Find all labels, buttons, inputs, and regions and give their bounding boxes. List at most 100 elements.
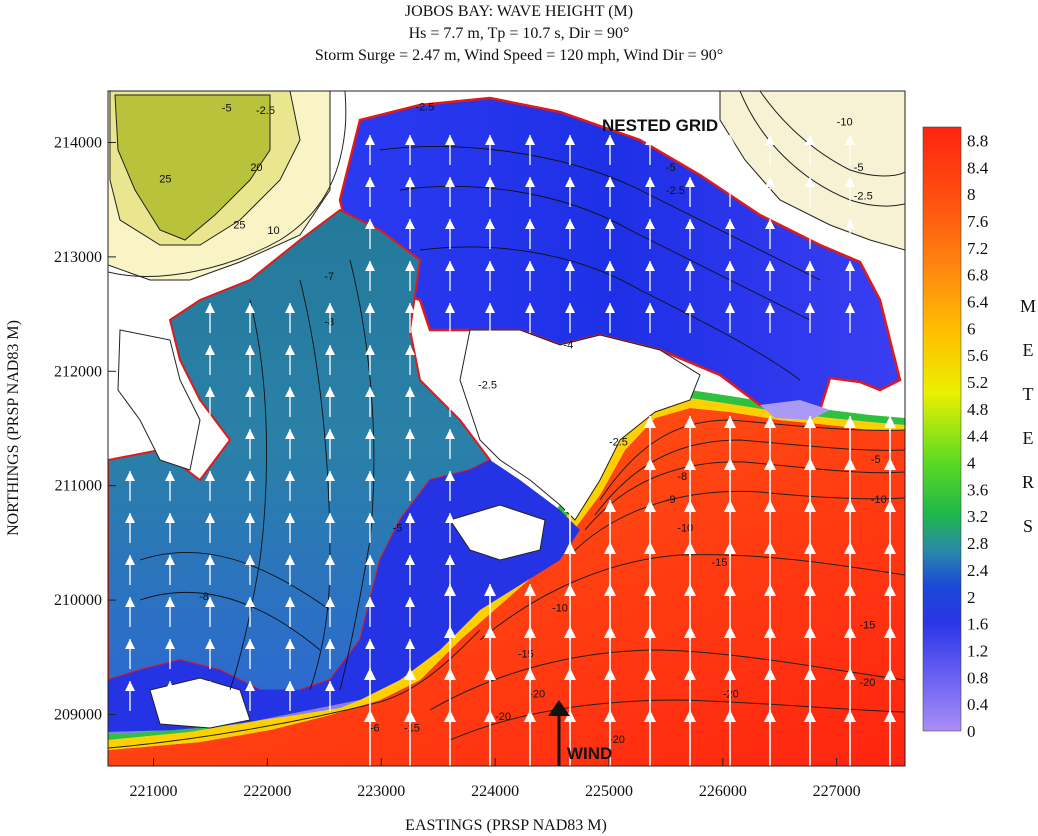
cay-southwest (149, 677, 251, 729)
colorbar-unit-letter: S (1022, 516, 1033, 536)
wave-arrow-head (685, 261, 695, 271)
x-tick-label: 221000 (130, 783, 178, 800)
wave-arrow-head (684, 584, 696, 596)
contour-label: -15 (711, 557, 727, 569)
land-contours (108, 91, 905, 277)
contour-label: 25 (159, 174, 171, 186)
contour-labels: -10 -5 -2.5 -2.5 -5 -2.5 -5 -2.5 25 20 25 10 -2.5 -2.… (159, 101, 887, 746)
colorbar-tick-label: 2.4 (967, 561, 989, 580)
wave-arrow-head (725, 135, 735, 145)
wave-arrow-head (165, 639, 175, 649)
contour-label: -2.5 (256, 105, 275, 117)
y-tick-label: 209000 (54, 707, 102, 724)
wave-arrow-head (165, 471, 175, 481)
colorbar-tick-label: 0 (967, 722, 976, 741)
wave-arrow-head (405, 219, 415, 229)
wave-arrow-head (604, 710, 616, 722)
wave-arrow-head (325, 639, 335, 649)
wave-arrow-head (845, 219, 855, 229)
wave-arrow-head (165, 597, 175, 607)
wave-arrow-head (845, 177, 855, 187)
wave-arrow-head (605, 303, 615, 313)
wave-arrow-head (884, 584, 896, 596)
wave-arrow-head (365, 387, 375, 397)
wave-arrow-head (485, 261, 495, 271)
wave-arrow-head (405, 471, 415, 481)
wave-arrow-head (325, 555, 335, 565)
wave-arrow-head (125, 597, 135, 607)
x-tick-label: 227000 (813, 783, 861, 800)
wave-arrow-head (285, 303, 295, 313)
wave-arrow-head (365, 177, 375, 187)
wave-arrow-head (804, 542, 816, 554)
colorbar-tick-label: 4 (967, 454, 976, 473)
wave-arrow-head (684, 500, 696, 512)
wave-arrow-head (804, 668, 816, 680)
contour-label: -6 (370, 723, 380, 735)
wave-arrow-head (725, 177, 735, 187)
wave-arrow-head (325, 429, 335, 439)
contour-label: 25 (233, 219, 245, 231)
wave-arrow-head (605, 219, 615, 229)
wave-arrow-head (844, 584, 856, 596)
wave-direction-arrows (125, 135, 896, 766)
wave-arrow-head (205, 597, 215, 607)
contour-label: -5 (854, 162, 864, 174)
wave-arrow-head (764, 542, 776, 554)
wave-arrow-head (205, 513, 215, 523)
wave-arrow-head (604, 542, 616, 554)
contour-label: -2.5 (854, 191, 873, 203)
colorbar (922, 126, 962, 732)
wave-arrow-head (285, 513, 295, 523)
wave-arrow-head (645, 303, 655, 313)
wind-arrow (548, 700, 570, 766)
bay-shallow-center (459, 329, 701, 521)
contour-label: -10 (677, 522, 693, 534)
wave-arrow-head (444, 668, 456, 680)
wave-arrow-head (485, 135, 495, 145)
contour-label: -8 (677, 471, 687, 483)
wave-arrow-head (365, 471, 375, 481)
y-tick-label: 212000 (54, 363, 102, 380)
wave-arrow-head (365, 135, 375, 145)
contour-label: -20 (495, 711, 511, 723)
colorbar-tick-label: 4.4 (967, 427, 989, 446)
wave-arrow-head (884, 500, 896, 512)
wave-arrow-head (205, 387, 215, 397)
colorbar-unit-letter: E (1022, 428, 1034, 448)
wave-arrow-head (205, 555, 215, 565)
contour-label: -10 (871, 494, 887, 506)
wave-arrow-head (325, 681, 335, 691)
wave-arrow-head (325, 303, 335, 313)
wave-arrow-head (765, 135, 775, 145)
wave-arrow-head (484, 626, 496, 638)
wave-arrow-head (684, 542, 696, 554)
colorbar-unit-letter: M (1019, 296, 1036, 316)
wave-arrow-head (445, 303, 455, 313)
contour-label: -5 (222, 103, 232, 115)
contour-label: -15 (518, 648, 534, 660)
wave-arrow-head (205, 429, 215, 439)
land-northwest-peak (114, 94, 271, 241)
wave-arrow-head (884, 668, 896, 680)
wave-arrow-head (205, 303, 215, 313)
contour-label: 10 (267, 225, 279, 237)
cay-west (117, 329, 201, 471)
wave-arrow-head (645, 135, 655, 145)
wave-arrow-head (285, 429, 295, 439)
wave-arrow-head (405, 555, 415, 565)
x-tick-label: 224000 (471, 783, 519, 800)
wave-arrow-head (405, 639, 415, 649)
wave-arrow-head (684, 458, 696, 470)
colorbar-tick-label: 0.4 (967, 695, 989, 714)
wave-arrow-head (165, 555, 175, 565)
colorbar-tick-label: 5.6 (967, 346, 988, 365)
y-tick-label: 210000 (54, 592, 102, 609)
x-axis-label: EASTINGS (PRSP NAD83 M) (405, 817, 607, 834)
x-tick-label: 225000 (585, 783, 633, 800)
wave-arrow-head (445, 429, 455, 439)
wave-arrow-head (804, 416, 816, 428)
wave-arrow-head (645, 261, 655, 271)
wave-arrow-head (884, 710, 896, 722)
wave-arrow-head (365, 219, 375, 229)
